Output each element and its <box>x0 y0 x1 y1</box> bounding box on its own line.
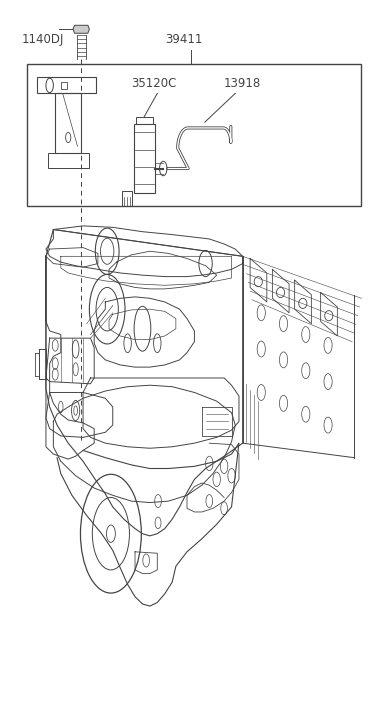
Polygon shape <box>73 25 89 33</box>
Text: 35120C: 35120C <box>131 77 177 89</box>
Bar <box>136 116 153 124</box>
Bar <box>61 81 67 89</box>
Bar <box>27 65 362 206</box>
Text: 1140DJ: 1140DJ <box>22 33 64 47</box>
Text: 13918: 13918 <box>224 77 261 89</box>
Text: 39411: 39411 <box>165 33 202 47</box>
Bar <box>134 124 155 193</box>
Bar <box>122 191 132 206</box>
